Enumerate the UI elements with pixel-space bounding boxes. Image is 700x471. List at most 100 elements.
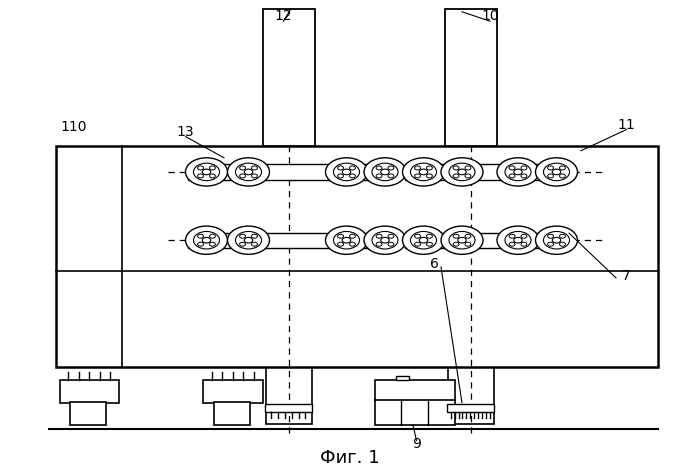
Circle shape <box>559 242 566 246</box>
Circle shape <box>426 234 433 238</box>
Circle shape <box>342 169 351 175</box>
Bar <box>448 132 493 424</box>
Circle shape <box>239 166 246 170</box>
Circle shape <box>426 166 433 170</box>
Circle shape <box>244 237 253 243</box>
Circle shape <box>202 237 211 243</box>
Circle shape <box>349 242 356 246</box>
Circle shape <box>419 169 428 175</box>
Circle shape <box>364 226 406 254</box>
Circle shape <box>465 166 471 170</box>
Circle shape <box>419 237 428 243</box>
Text: 12: 12 <box>274 9 293 24</box>
Circle shape <box>505 231 531 249</box>
Circle shape <box>209 234 216 238</box>
Circle shape <box>244 169 253 175</box>
Circle shape <box>209 242 216 246</box>
Circle shape <box>547 234 554 238</box>
Circle shape <box>449 231 475 249</box>
Circle shape <box>239 242 246 246</box>
Circle shape <box>349 166 356 170</box>
Circle shape <box>197 242 204 246</box>
Circle shape <box>228 226 270 254</box>
Circle shape <box>514 237 522 243</box>
Circle shape <box>552 169 561 175</box>
Circle shape <box>521 166 527 170</box>
Circle shape <box>402 158 444 186</box>
Circle shape <box>337 166 344 170</box>
Circle shape <box>376 174 382 178</box>
Text: 9: 9 <box>412 437 421 451</box>
Circle shape <box>559 166 566 170</box>
Bar <box>60 380 119 403</box>
Circle shape <box>235 231 262 249</box>
Circle shape <box>388 234 394 238</box>
Circle shape <box>547 174 554 178</box>
Circle shape <box>536 226 578 254</box>
Circle shape <box>547 166 554 170</box>
Circle shape <box>381 237 389 243</box>
Text: 11: 11 <box>617 118 636 132</box>
Circle shape <box>202 169 211 175</box>
Circle shape <box>449 163 475 181</box>
Circle shape <box>337 234 344 238</box>
Circle shape <box>458 237 466 243</box>
Circle shape <box>251 174 258 178</box>
Text: 7: 7 <box>622 268 631 283</box>
Text: 110: 110 <box>60 120 87 134</box>
Circle shape <box>552 237 561 243</box>
Circle shape <box>453 242 459 246</box>
Circle shape <box>521 242 527 246</box>
Circle shape <box>349 174 356 178</box>
Circle shape <box>388 166 394 170</box>
Circle shape <box>333 231 360 249</box>
Circle shape <box>509 242 515 246</box>
Circle shape <box>497 158 539 186</box>
Circle shape <box>426 174 433 178</box>
Bar <box>405 233 569 248</box>
Circle shape <box>441 158 483 186</box>
Circle shape <box>251 242 258 246</box>
Circle shape <box>228 158 270 186</box>
Circle shape <box>193 231 220 249</box>
Circle shape <box>326 226 368 254</box>
Circle shape <box>505 163 531 181</box>
Circle shape <box>509 234 515 238</box>
Circle shape <box>414 242 421 246</box>
Circle shape <box>465 242 471 246</box>
Bar <box>56 146 658 367</box>
Circle shape <box>197 166 204 170</box>
Circle shape <box>458 169 466 175</box>
Circle shape <box>239 234 246 238</box>
Circle shape <box>426 242 433 246</box>
Circle shape <box>521 174 527 178</box>
Circle shape <box>497 226 539 254</box>
Circle shape <box>197 234 204 238</box>
Circle shape <box>453 174 459 178</box>
Circle shape <box>453 234 459 238</box>
Bar <box>70 402 106 425</box>
Circle shape <box>414 234 421 238</box>
Circle shape <box>388 174 394 178</box>
Bar <box>405 164 569 180</box>
Circle shape <box>453 166 459 170</box>
Circle shape <box>239 174 246 178</box>
Circle shape <box>337 174 344 178</box>
Circle shape <box>388 242 394 246</box>
Bar <box>266 132 312 424</box>
Bar <box>262 9 315 146</box>
Circle shape <box>372 163 398 181</box>
Circle shape <box>559 174 566 178</box>
Circle shape <box>209 174 216 178</box>
Circle shape <box>543 231 570 249</box>
Bar <box>188 233 398 248</box>
Circle shape <box>349 234 356 238</box>
Circle shape <box>197 174 204 178</box>
Circle shape <box>543 163 570 181</box>
Circle shape <box>465 234 471 238</box>
Bar <box>444 9 497 146</box>
Bar <box>374 400 455 425</box>
Circle shape <box>364 158 406 186</box>
Text: 6: 6 <box>430 257 438 271</box>
Circle shape <box>235 163 262 181</box>
